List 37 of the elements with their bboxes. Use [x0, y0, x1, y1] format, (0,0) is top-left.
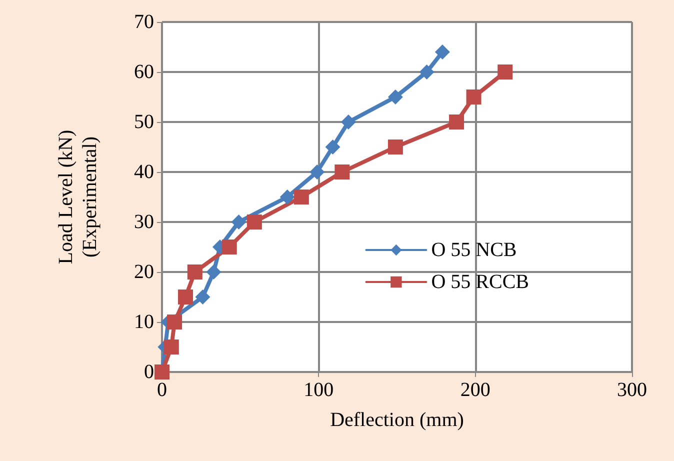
y-tick-label: 40	[134, 161, 154, 183]
point	[388, 140, 403, 154]
point	[466, 90, 482, 104]
point	[187, 264, 202, 280]
y-axis-title: Load Level (kN) (Experimental)	[55, 130, 101, 264]
x-axis-title: Deflection (mm)	[330, 409, 464, 431]
point	[280, 190, 295, 204]
point	[178, 290, 193, 304]
point	[449, 114, 464, 130]
y-tick-label: 70	[134, 11, 154, 33]
y-tick-label: 0	[144, 361, 154, 383]
x-tick-label: 300	[617, 379, 647, 401]
legend-label: O 55 NCB	[431, 239, 517, 261]
y-tick-label: 30	[134, 211, 154, 233]
point	[222, 240, 237, 254]
point	[231, 214, 246, 230]
point	[334, 164, 350, 180]
point	[167, 314, 182, 330]
point	[434, 44, 450, 60]
y-tick-label: 60	[134, 61, 154, 83]
x-tick-label: 200	[460, 379, 490, 401]
y-tick-label: 10	[134, 311, 154, 333]
point	[388, 90, 403, 104]
point	[164, 340, 179, 354]
y-tick-label: 50	[134, 111, 154, 133]
point	[294, 190, 309, 204]
point	[498, 64, 513, 80]
y-tick-label: 20	[134, 261, 154, 283]
legend-label: O 55 RCCB	[431, 271, 530, 293]
point	[325, 140, 340, 154]
point	[310, 164, 325, 180]
point	[340, 114, 356, 130]
x-tick-label: 100	[304, 379, 334, 401]
point	[206, 264, 222, 280]
point	[419, 64, 434, 80]
point	[195, 290, 210, 304]
point	[246, 214, 262, 230]
